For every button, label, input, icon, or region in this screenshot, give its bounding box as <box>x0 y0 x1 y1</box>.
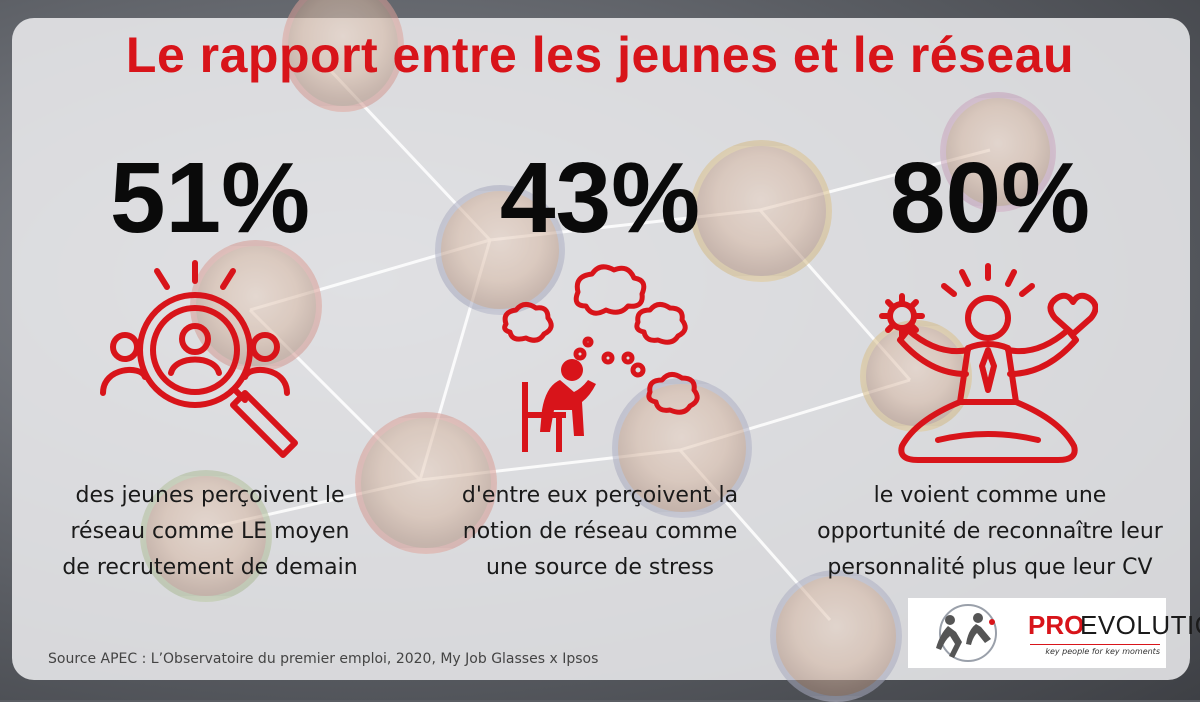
portrait-photo <box>612 378 752 518</box>
stat-description-line: notion de réseau comme <box>462 519 738 544</box>
magnifier-people-icon <box>100 260 298 458</box>
stat-description-line: personnalité plus que leur CV <box>827 555 1153 580</box>
logo-emblem-icon <box>936 604 997 662</box>
page-title: Le rapport entre les jeunes et le réseau <box>125 27 1075 83</box>
stat-description-line: réseau comme LE moyen <box>70 519 350 544</box>
portrait-photo <box>355 412 497 554</box>
stat-description-line: de recrutement de demain <box>62 555 358 580</box>
portrait-photo <box>435 185 565 315</box>
logo-text-evolution: EVOLUTION <box>1080 610 1200 640</box>
stat-description-line: une source de stress <box>485 555 715 580</box>
logo-text-pro: PRO <box>1028 610 1085 640</box>
logo-tagline: key people for key moments <box>1030 644 1160 656</box>
stat-description: le voient comme une opportunité de recon… <box>790 478 1190 586</box>
person-gear-heart-icon <box>879 263 1098 463</box>
portrait-photo <box>140 470 272 602</box>
stat-value: 51% <box>109 142 311 254</box>
stat-description-line: des jeunes perçoivent le <box>75 483 345 508</box>
stat-description-line: d'entre eux perçoivent la <box>461 483 739 508</box>
proevolution-logo: PRO EVOLUTION key people for key moments <box>908 598 1200 668</box>
source-citation: Source APEC : L’Observatoire du premier … <box>48 651 599 667</box>
stat-value: 43% <box>499 142 701 254</box>
stat-description-line: le voient comme une <box>873 483 1107 508</box>
portrait-photo <box>770 570 902 702</box>
portrait-photo <box>940 92 1056 212</box>
portrait-photo <box>282 0 404 112</box>
stressed-person-thought-clouds-icon <box>502 264 700 452</box>
stat-description: d'entre eux perçoivent la notion de rése… <box>430 478 770 586</box>
stat-value: 80% <box>889 142 1091 254</box>
stat-description-line: opportunité de reconnaître leur <box>817 519 1163 544</box>
stat-description: des jeunes perçoivent le réseau comme LE… <box>40 478 380 586</box>
portrait-photo <box>690 140 832 282</box>
